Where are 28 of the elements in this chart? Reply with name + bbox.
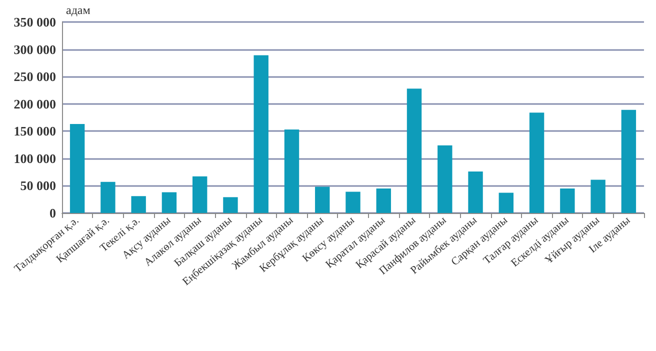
bar — [498, 192, 514, 213]
bar — [590, 180, 606, 213]
bar — [438, 145, 452, 213]
bar — [621, 110, 636, 213]
bar — [560, 188, 575, 213]
y-tick-label: 100 000 — [14, 150, 56, 166]
y-tick-label: 200 000 — [14, 96, 56, 112]
bar — [315, 186, 330, 213]
bar — [468, 172, 483, 213]
bar — [131, 196, 146, 213]
bar — [254, 55, 268, 213]
y-tick-label: 300 000 — [14, 42, 56, 57]
bar — [284, 130, 300, 213]
y-tick-label: 350 000 — [14, 14, 56, 30]
y-tick-label: 50 000 — [20, 178, 56, 194]
bar — [162, 192, 177, 213]
bar — [100, 182, 116, 213]
y-tick-label: 0 — [50, 206, 56, 220]
bar — [192, 176, 208, 213]
y-tick-label: 250 000 — [14, 69, 56, 84]
bar — [346, 192, 360, 213]
y-tick-label: 150 000 — [14, 124, 56, 139]
bar — [223, 197, 238, 213]
bar — [529, 112, 544, 213]
bar — [70, 124, 85, 213]
bar — [406, 88, 422, 213]
y-axis-title: адам — [66, 3, 91, 17]
bar — [376, 188, 391, 213]
